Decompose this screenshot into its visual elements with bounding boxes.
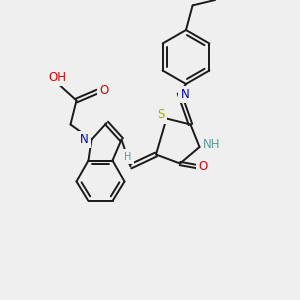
Text: N: N — [80, 133, 88, 146]
Text: OH: OH — [48, 70, 66, 84]
Text: O: O — [100, 83, 109, 97]
Text: H: H — [124, 152, 132, 162]
Text: O: O — [199, 160, 208, 173]
Text: NH: NH — [203, 138, 221, 151]
Text: N: N — [180, 88, 189, 101]
Text: S: S — [158, 108, 165, 122]
